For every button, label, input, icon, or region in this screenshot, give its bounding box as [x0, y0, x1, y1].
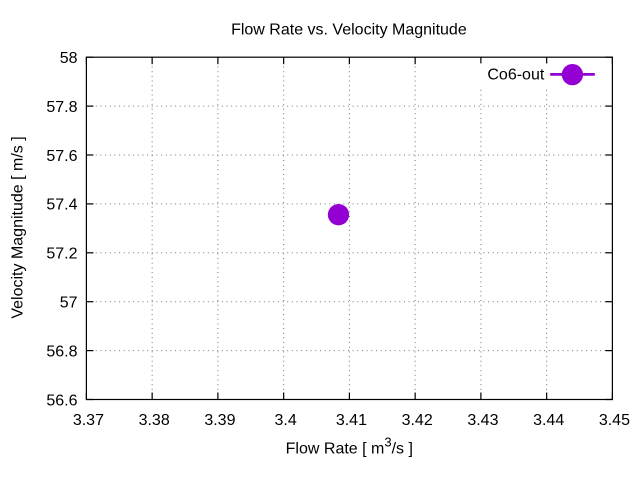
- svg-text:57.4: 57.4: [46, 197, 77, 214]
- svg-text:3.4: 3.4: [275, 412, 297, 429]
- svg-text:57: 57: [60, 295, 78, 312]
- svg-text:56.8: 56.8: [46, 343, 77, 360]
- svg-text:3.45: 3.45: [599, 412, 630, 429]
- svg-text:58: 58: [60, 50, 78, 67]
- svg-text:3.39: 3.39: [204, 412, 235, 429]
- svg-text:Co6-out: Co6-out: [487, 67, 544, 84]
- svg-text:57.2: 57.2: [46, 246, 77, 263]
- svg-text:3.43: 3.43: [467, 412, 498, 429]
- svg-text:Velocity Magnitude [ m/s ]: Velocity Magnitude [ m/s ]: [10, 136, 27, 318]
- svg-text:3.38: 3.38: [139, 412, 170, 429]
- svg-text:3.41: 3.41: [336, 412, 367, 429]
- svg-text:Flow Rate [ m3/s ]: Flow Rate [ m3/s ]: [286, 434, 413, 457]
- svg-text:56.6: 56.6: [46, 392, 77, 409]
- svg-text:3.44: 3.44: [533, 412, 564, 429]
- svg-text:3.37: 3.37: [73, 412, 104, 429]
- svg-text:57.6: 57.6: [46, 148, 77, 165]
- svg-text:3.42: 3.42: [402, 412, 433, 429]
- svg-text:57.8: 57.8: [46, 99, 77, 116]
- svg-text:Flow Rate vs. Velocity Magnitu: Flow Rate vs. Velocity Magnitude: [231, 21, 467, 38]
